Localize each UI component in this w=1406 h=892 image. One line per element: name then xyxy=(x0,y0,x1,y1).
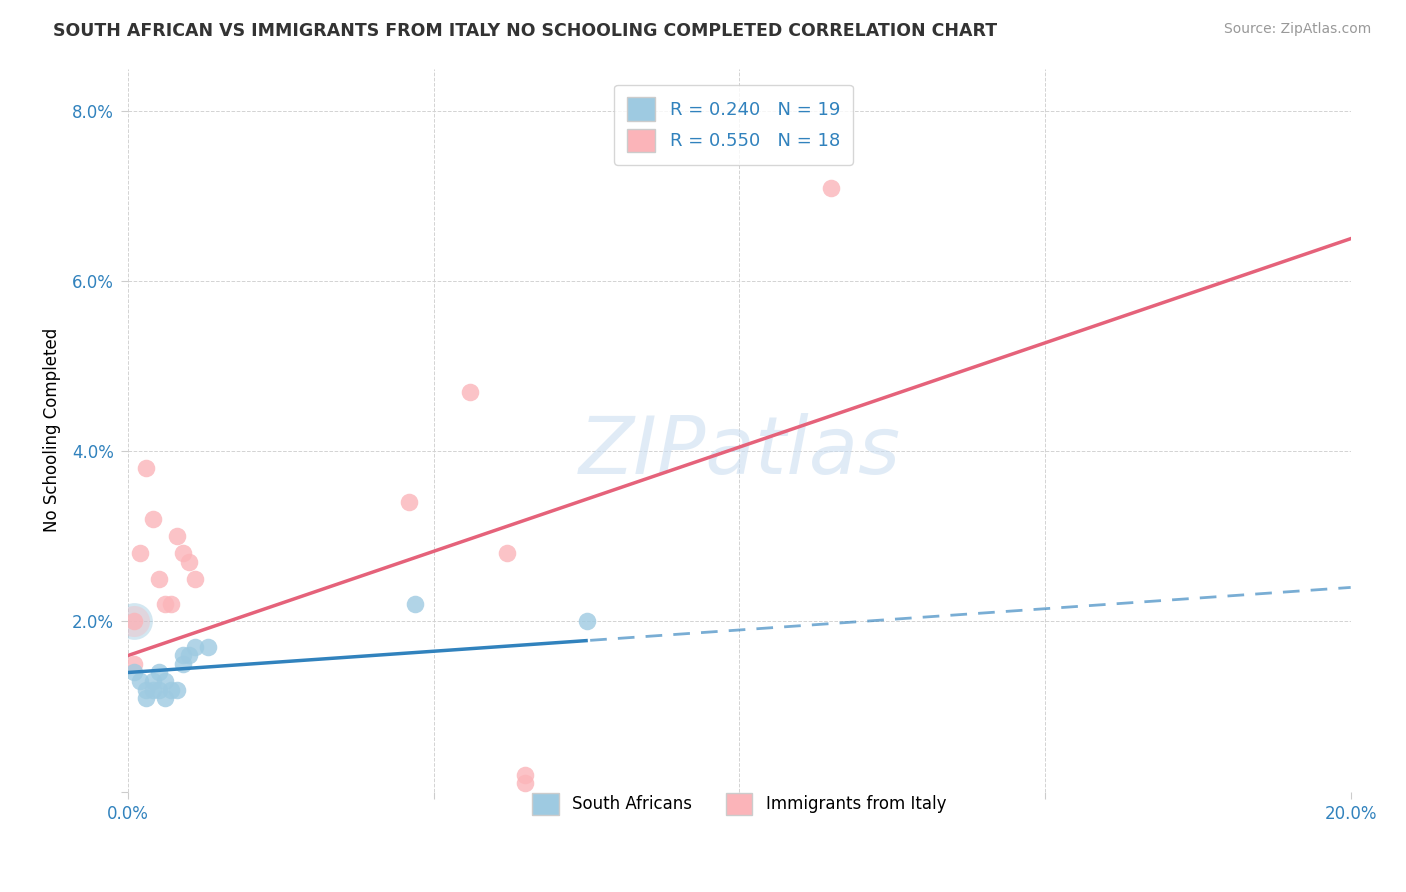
Point xyxy=(122,615,145,629)
Point xyxy=(135,682,157,697)
Point xyxy=(142,682,165,697)
Point xyxy=(142,673,165,688)
Text: Source: ZipAtlas.com: Source: ZipAtlas.com xyxy=(1223,22,1371,37)
Point xyxy=(153,691,176,706)
Point xyxy=(172,546,194,560)
Point xyxy=(135,461,157,475)
Point xyxy=(184,640,207,654)
Point xyxy=(398,495,420,509)
Point xyxy=(153,598,176,612)
Point xyxy=(160,598,183,612)
Point xyxy=(184,572,207,586)
Point xyxy=(404,598,426,612)
Point xyxy=(122,657,145,671)
Point xyxy=(142,512,165,526)
Point xyxy=(496,546,519,560)
Text: ZIPatlas: ZIPatlas xyxy=(578,413,900,491)
Point xyxy=(172,657,194,671)
Point xyxy=(179,648,201,663)
Point xyxy=(148,572,170,586)
Point xyxy=(148,665,170,680)
Point xyxy=(129,546,152,560)
Point xyxy=(122,615,145,629)
Point xyxy=(122,665,145,680)
Point xyxy=(460,384,482,399)
Point xyxy=(515,767,537,781)
Point xyxy=(135,691,157,706)
Point xyxy=(820,180,842,194)
Point xyxy=(148,682,170,697)
Point xyxy=(172,648,194,663)
Point xyxy=(575,615,598,629)
Point xyxy=(197,640,219,654)
Point xyxy=(166,682,188,697)
Text: SOUTH AFRICAN VS IMMIGRANTS FROM ITALY NO SCHOOLING COMPLETED CORRELATION CHART: SOUTH AFRICAN VS IMMIGRANTS FROM ITALY N… xyxy=(53,22,997,40)
Point xyxy=(179,555,201,569)
Y-axis label: No Schooling Completed: No Schooling Completed xyxy=(44,328,60,533)
Point xyxy=(160,682,183,697)
Point xyxy=(129,673,152,688)
Point xyxy=(166,529,188,543)
Point xyxy=(122,615,145,629)
Point xyxy=(515,776,537,790)
Point xyxy=(153,673,176,688)
Legend: South Africans, Immigrants from Italy: South Africans, Immigrants from Italy xyxy=(524,785,955,823)
